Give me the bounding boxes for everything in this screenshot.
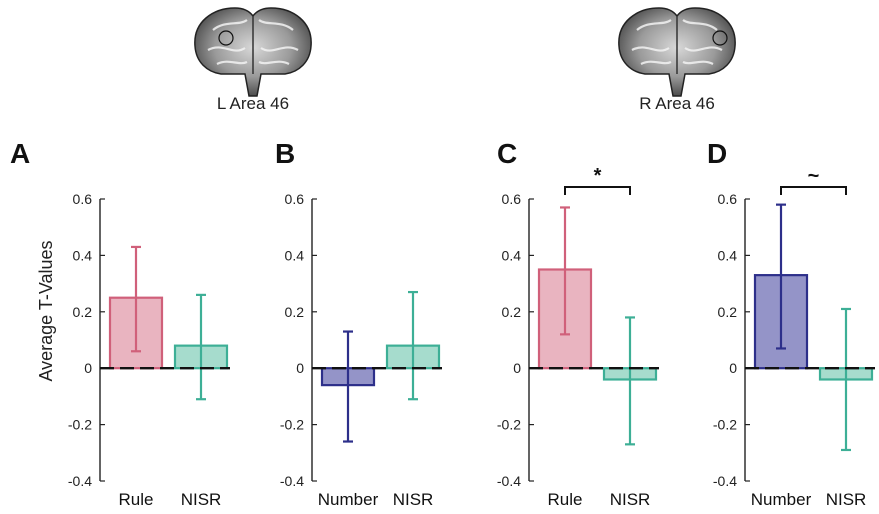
category-label: Rule — [548, 490, 583, 509]
panel-letter: A — [10, 138, 30, 169]
y-tick-label: 0 — [84, 360, 92, 376]
significance-marker: ~ — [808, 165, 820, 187]
panels: A 0.6 0.4 0.2 0 -0.2 -0.4 Rule NISR B 0.6 0.4 0.2 0 -0… — [10, 138, 875, 509]
y-axis-label: Average T-Values — [36, 240, 56, 381]
brain-image-right — [618, 7, 736, 97]
brain-image-left — [194, 7, 312, 97]
y-tick-label: 0.4 — [73, 247, 93, 263]
significance-marker: * — [594, 165, 602, 187]
y-tick-label: 0.2 — [502, 304, 522, 320]
y-tick-label: 0.6 — [502, 191, 522, 207]
y-tick-label: -0.4 — [713, 473, 737, 489]
y-tick-label: -0.4 — [280, 473, 304, 489]
brain-label-right: R Area 46 — [639, 94, 715, 113]
y-tick-label: -0.2 — [68, 417, 92, 433]
panel-c: C 0.6 0.4 0.2 0 -0.2 -0.4 Rule NISR * — [497, 138, 659, 509]
category-label: Number — [318, 490, 379, 509]
panel-letter: B — [275, 138, 295, 169]
category-label: NISR — [181, 490, 222, 509]
panel-letter: D — [707, 138, 727, 169]
y-tick-label: 0.6 — [73, 191, 93, 207]
y-tick-label: 0 — [513, 360, 521, 376]
y-tick-label: 0.4 — [718, 247, 738, 263]
category-label: NISR — [393, 490, 434, 509]
significance-bracket — [780, 186, 847, 195]
y-tick-label: 0.4 — [502, 247, 522, 263]
roi-circle-left — [218, 30, 234, 46]
y-tick-label: 0 — [729, 360, 737, 376]
panel-b: B 0.6 0.4 0.2 0 -0.2 -0.4 Number NISR — [275, 138, 442, 509]
brain-label-left: L Area 46 — [217, 94, 289, 113]
panel-a: A 0.6 0.4 0.2 0 -0.2 -0.4 Rule NISR — [10, 138, 230, 509]
y-tick-label: -0.2 — [497, 417, 521, 433]
category-label: NISR — [610, 490, 651, 509]
y-tick-label: 0.6 — [285, 191, 305, 207]
y-tick-label: 0 — [296, 360, 304, 376]
y-tick-label: -0.2 — [713, 417, 737, 433]
y-tick-label: 0.4 — [285, 247, 305, 263]
y-tick-label: 0.2 — [718, 304, 738, 320]
category-label: NISR — [826, 490, 867, 509]
significance-bracket — [564, 186, 631, 195]
y-tick-label: 0.2 — [73, 304, 93, 320]
roi-circle-right — [712, 30, 728, 46]
y-tick-label: 0.2 — [285, 304, 305, 320]
y-tick-label: -0.4 — [68, 473, 92, 489]
y-tick-label: 0.6 — [718, 191, 738, 207]
panel-d: D 0.6 0.4 0.2 0 -0.2 -0.4 Number NISR ~ — [707, 138, 875, 509]
category-label: Number — [751, 490, 812, 509]
panel-letter: C — [497, 138, 517, 169]
y-tick-label: -0.2 — [280, 417, 304, 433]
category-label: Rule — [119, 490, 154, 509]
y-tick-label: -0.4 — [497, 473, 521, 489]
